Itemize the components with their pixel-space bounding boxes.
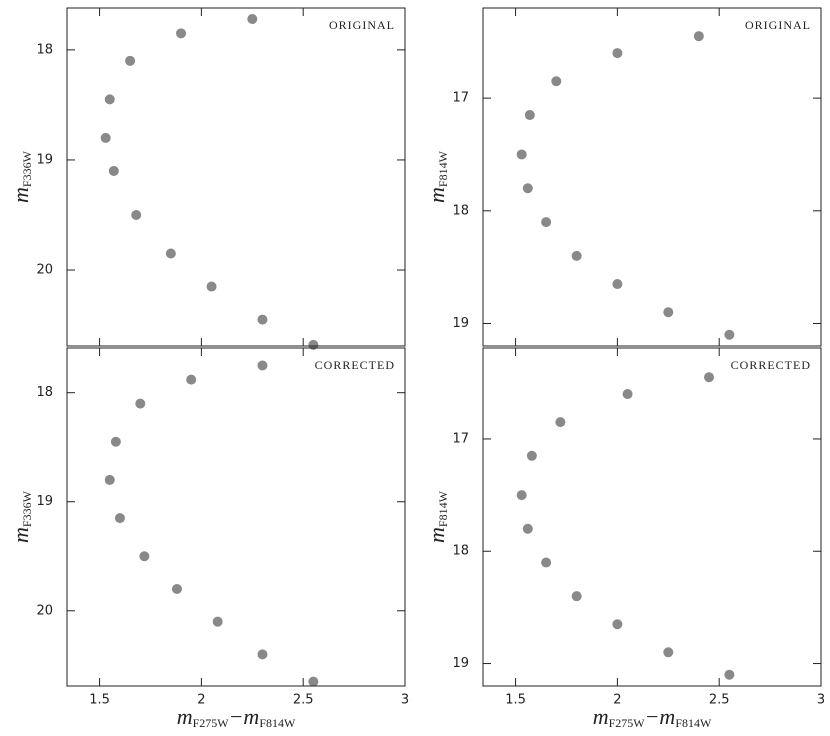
point: [257, 360, 268, 371]
x-tick-label: 2: [613, 693, 621, 708]
point: [110, 436, 121, 447]
x-tick-label: 1.5: [505, 693, 526, 708]
point: [524, 110, 535, 121]
point: [724, 669, 735, 680]
point: [176, 28, 187, 39]
point: [516, 149, 527, 160]
frame: [482, 347, 822, 687]
point: [541, 217, 552, 228]
point: [612, 48, 623, 59]
y-tick-label: 20: [36, 603, 53, 618]
frame: [66, 347, 406, 687]
y-tick-label: 20: [36, 263, 53, 278]
point: [100, 132, 111, 143]
y-tick-label: 18: [36, 385, 53, 400]
y-label-sub: F336W: [20, 490, 34, 527]
y-label-m: m: [8, 187, 33, 203]
x-label-m: −m: [229, 704, 260, 729]
point: [522, 183, 533, 194]
y-tick-label: 19: [36, 152, 53, 167]
panel: 1.5 2 2.5 3171819CORRECTEDmF814WmF275W−mF81…: [424, 347, 825, 730]
y-tick-label: 18: [452, 544, 469, 559]
point: [522, 523, 533, 534]
point: [555, 417, 566, 428]
panel: 18 19 20 ORIGINAL mF336W: [8, 7, 406, 350]
y-label-sub: F814W: [436, 150, 450, 187]
y-label-sub: F336W: [20, 150, 34, 187]
point: [108, 165, 119, 176]
annotation: ORIGINAL: [745, 18, 811, 32]
point: [663, 647, 674, 658]
point: [526, 450, 537, 461]
point: [247, 14, 258, 25]
y-label: mF336W: [8, 150, 34, 203]
point: [257, 314, 268, 325]
point: [186, 374, 197, 385]
x-label-m: −m: [645, 704, 676, 729]
y-label: mF814W: [424, 150, 450, 203]
annotation: ORIGINAL: [329, 18, 395, 32]
point: [131, 209, 142, 220]
x-label-m: m: [177, 704, 193, 729]
point: [571, 250, 582, 261]
point: [171, 583, 182, 594]
y-label-m: m: [8, 527, 33, 543]
point: [612, 279, 623, 290]
x-tick-label: 2.5: [709, 693, 730, 708]
point: [114, 513, 125, 524]
x-tick-label: 2: [197, 693, 205, 708]
x-label: mF275W−mF814W: [593, 704, 712, 730]
point: [125, 55, 136, 66]
point: [135, 398, 146, 409]
point: [663, 307, 674, 318]
y-label-sub: F814W: [436, 490, 450, 527]
x-tick-label: 3: [817, 693, 825, 708]
point: [612, 619, 623, 630]
point: [165, 248, 176, 259]
point: [257, 649, 268, 660]
point: [139, 551, 150, 562]
point: [212, 616, 223, 627]
panel: 1.5 2 2.5 3181920CORRECTEDmF336WmF275W−mF81…: [8, 347, 409, 730]
y-tick-label: 18: [36, 42, 53, 57]
frame: [482, 7, 822, 347]
frame: [66, 7, 406, 347]
y-tick-label: 19: [452, 316, 469, 331]
point: [551, 76, 562, 87]
x-label-m: m: [593, 704, 609, 729]
y-tick-label: 17: [452, 431, 469, 446]
point: [541, 557, 552, 568]
point: [308, 676, 319, 687]
y-tick-label: 19: [452, 656, 469, 671]
x-label-sub: F275W: [193, 716, 230, 730]
x-tick-label: 2.5: [293, 693, 314, 708]
point: [571, 591, 582, 602]
y-label-m: m: [424, 187, 449, 203]
y-tick-label: 19: [36, 494, 53, 509]
point: [704, 372, 715, 383]
point: [724, 329, 735, 340]
point: [308, 339, 319, 350]
y-label: mF814W: [424, 490, 450, 543]
y-label: mF336W: [8, 490, 34, 543]
y-tick-label: 18: [452, 203, 469, 218]
annotation: CORRECTED: [315, 358, 395, 372]
point: [104, 474, 115, 485]
x-label: mF275W−mF814W: [177, 704, 296, 730]
x-label-sub: F814W: [675, 716, 712, 730]
point: [516, 490, 527, 501]
x-tick-label: 1.5: [89, 693, 110, 708]
panel: 17 18 19 ORIGINAL mF814W: [424, 7, 822, 347]
y-tick-label: 17: [452, 91, 469, 106]
x-label-sub: F275W: [609, 716, 646, 730]
point: [206, 281, 217, 292]
annotation: CORRECTED: [731, 358, 811, 372]
x-label-sub: F814W: [259, 716, 296, 730]
point: [104, 94, 115, 105]
y-label-m: m: [424, 527, 449, 543]
x-tick-label: 3: [401, 693, 409, 708]
point: [622, 389, 633, 400]
point: [693, 31, 704, 42]
